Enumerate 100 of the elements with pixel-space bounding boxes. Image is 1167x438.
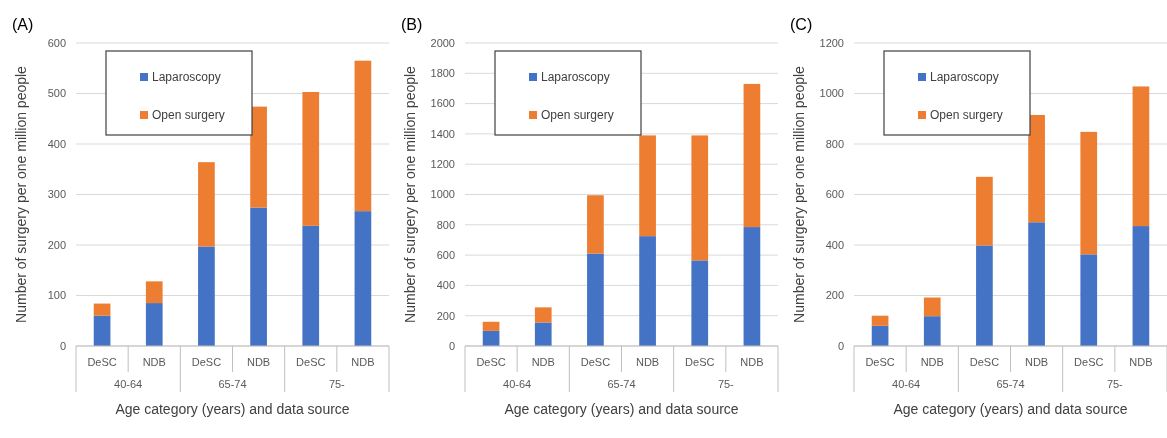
- legend-label: Open surgery: [541, 108, 614, 122]
- text: 75-: [717, 378, 735, 390]
- y-tick-label: 1600: [430, 97, 455, 110]
- bar: [250, 207, 267, 346]
- bar: [976, 176, 993, 246]
- bar: [198, 246, 215, 346]
- bar: [743, 83, 761, 228]
- y-tick-label: 600: [47, 36, 66, 49]
- x-axis-title: Age category (years) and data source: [115, 401, 350, 417]
- x-tick-label: NDB: [351, 356, 375, 368]
- bar: [587, 253, 604, 346]
- bar: [691, 135, 709, 261]
- y-tick-label: 1200: [430, 158, 455, 171]
- text: 40-64: [892, 378, 921, 390]
- y-tick-label: 500: [47, 87, 66, 100]
- x-tick-label: DeSC: [1074, 356, 1104, 368]
- bar: [534, 322, 552, 346]
- x-tick-label: DeSC: [865, 356, 895, 368]
- y-tick-label: 0: [448, 339, 455, 352]
- bar: [976, 245, 993, 346]
- bar: [302, 225, 320, 346]
- x-axis-title: Age category (years) and data source: [893, 401, 1128, 417]
- x-tick-label: NDB: [1129, 356, 1153, 368]
- x-tick-label: DeSC: [685, 356, 715, 368]
- y-tick-label: 2000: [430, 36, 455, 49]
- y-tick-label: 1200: [819, 36, 844, 49]
- bar: [302, 91, 320, 226]
- x-tick-label: NDB: [1024, 356, 1049, 368]
- legend-label: Open surgery: [152, 108, 225, 122]
- x-tick-label: NDB: [920, 356, 944, 368]
- bar: [145, 281, 163, 304]
- legend-label: Laparoscopy: [541, 70, 610, 84]
- x-tick-label: NDB: [246, 356, 271, 368]
- bar: [1132, 86, 1150, 227]
- legend-label: Open surgery: [930, 108, 1003, 122]
- y-tick-label: 0: [837, 339, 844, 352]
- bar: [93, 315, 111, 346]
- y-tick-label: 600: [436, 248, 455, 261]
- y-tick-label: 200: [825, 289, 844, 302]
- x-tick-label: DeSC: [580, 356, 611, 368]
- y-axis-title: Number of surgery per one million people: [402, 65, 418, 323]
- chart-title: (C): [790, 16, 813, 33]
- x-tick-label: DeSC: [87, 356, 117, 368]
- bar: [534, 307, 552, 323]
- chart-title: (A): [12, 16, 34, 33]
- text: 75-: [1106, 378, 1124, 390]
- x-tick-label: DeSC: [969, 356, 1000, 368]
- y-tick-label: 1800: [430, 67, 455, 80]
- x-tick-label: NDB: [635, 356, 660, 368]
- bar: [93, 303, 111, 316]
- legend-label: Laparoscopy: [930, 70, 999, 84]
- bar: [1028, 114, 1045, 223]
- x-tick-label: DeSC: [296, 356, 326, 368]
- bar: [354, 60, 372, 212]
- y-tick-label: 400: [825, 238, 844, 251]
- bar: [1028, 222, 1045, 346]
- bar: [587, 195, 604, 254]
- text: 75-: [328, 378, 346, 390]
- bar: [743, 227, 761, 346]
- x-axis-title: Age category (years) and data source: [504, 401, 739, 417]
- text: 65-74: [218, 378, 247, 390]
- bar: [639, 135, 656, 237]
- x-tick-label: DeSC: [191, 356, 222, 368]
- bar: [871, 315, 889, 326]
- y-tick-label: 400: [436, 279, 455, 292]
- bar: [691, 260, 709, 346]
- text: 40-64: [114, 378, 143, 390]
- bar: [923, 316, 941, 346]
- y-tick-label: 400: [47, 137, 66, 150]
- bar: [198, 162, 215, 247]
- y-tick-label: 800: [436, 218, 455, 231]
- text: 65-74: [607, 378, 636, 390]
- bar: [354, 211, 372, 346]
- bar: [250, 106, 267, 208]
- y-tick-label: 100: [47, 289, 66, 302]
- y-tick-label: 1400: [430, 127, 455, 140]
- chart-title: (B): [401, 16, 423, 33]
- y-tick-label: 1000: [819, 87, 844, 100]
- text: 65-74: [996, 378, 1025, 390]
- x-tick-label: DeSC: [476, 356, 506, 368]
- text: 40-64: [503, 378, 532, 390]
- y-tick-label: 600: [825, 188, 844, 201]
- legend-label: Laparoscopy: [152, 70, 221, 84]
- y-tick-label: 0: [59, 339, 66, 352]
- bar: [482, 321, 500, 331]
- y-axis-title: Number of surgery per one million people: [13, 65, 29, 323]
- bar: [1080, 254, 1098, 346]
- y-tick-label: 300: [47, 188, 66, 201]
- y-tick-label: 200: [436, 309, 455, 322]
- y-axis-title: Number of surgery per one million people: [791, 65, 807, 323]
- y-tick-label: 800: [825, 137, 844, 150]
- bar: [145, 303, 163, 346]
- bar: [1080, 131, 1098, 255]
- x-tick-label: NDB: [142, 356, 166, 368]
- bar: [639, 236, 656, 346]
- bar: [871, 325, 889, 346]
- bar: [1132, 226, 1150, 346]
- x-tick-label: NDB: [531, 356, 555, 368]
- y-tick-label: 200: [47, 238, 66, 251]
- bar: [923, 297, 941, 317]
